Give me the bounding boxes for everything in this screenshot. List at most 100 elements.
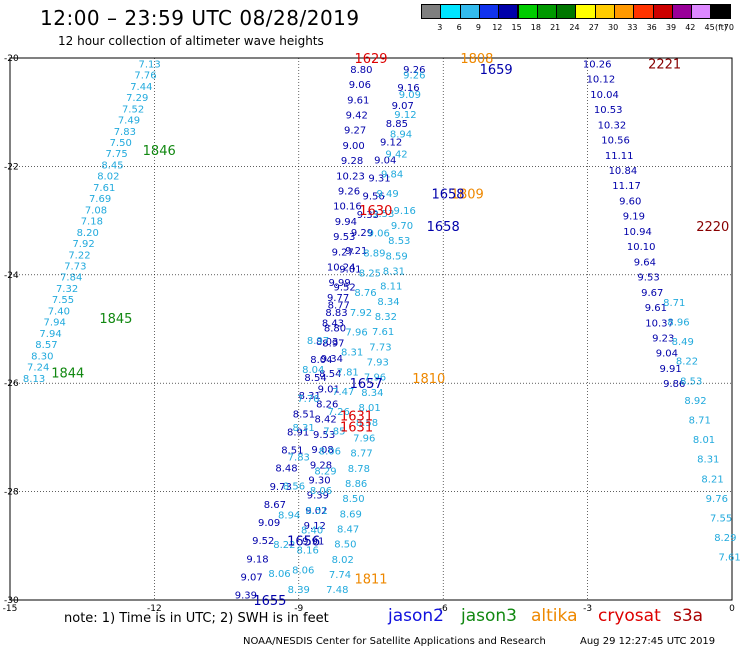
data-point-label: 9.30: [308, 476, 330, 487]
data-point-label: 9.09: [258, 518, 280, 529]
data-point-label: 8.96: [667, 317, 689, 328]
data-point-label: 9.16: [394, 206, 416, 217]
data-point-label: 9.33: [357, 210, 379, 221]
pass-time-label: 1808: [460, 52, 493, 67]
data-point-label: 8.13: [23, 374, 45, 385]
data-point-label: 7.18: [81, 217, 103, 228]
data-point-label: 7.47: [332, 387, 354, 398]
data-point-label: 8.57: [35, 340, 57, 351]
data-point-label: 7.76: [134, 71, 156, 82]
scale-label: 42: [685, 23, 696, 32]
data-point-label: 7.55: [52, 295, 74, 306]
data-point-label: 9.31: [368, 174, 390, 185]
data-point-label: 8.51: [305, 506, 327, 517]
data-point-label: 8.06: [319, 447, 341, 458]
data-point-label: 7.96: [364, 373, 386, 384]
data-point-label: 8.53: [680, 376, 702, 387]
scale-label: 12: [492, 23, 503, 32]
data-point-label: 8.03: [316, 337, 338, 348]
pass-time-label: 1631: [340, 410, 373, 425]
data-point-label: 7.22: [68, 250, 90, 261]
data-point-label: 9.53: [313, 430, 335, 441]
data-point-label: 7.32: [56, 284, 78, 295]
data-point-label: 9.12: [380, 137, 402, 148]
data-point-label: 8.80: [324, 323, 346, 334]
pass-time-label: 1631: [340, 421, 373, 436]
data-point-label: 9.64: [634, 257, 656, 268]
legend-jason3: jason3: [461, 606, 517, 626]
scale-label: 3: [437, 23, 443, 32]
data-point-label: 8.01: [693, 435, 715, 446]
data-point-label: 8.92: [684, 396, 706, 407]
y-tick-label: -20: [4, 54, 19, 64]
data-point-label: 8.85: [386, 119, 408, 130]
data-point-label: 8.51: [293, 409, 315, 420]
pass-time-label: 1846: [143, 144, 176, 159]
pass-time-label: 1809: [451, 188, 484, 203]
data-point-label: 7.84: [60, 273, 82, 284]
data-point-label: 10.26: [583, 59, 612, 70]
data-point-label: 9.06: [349, 80, 371, 91]
data-point-label: 9.29: [351, 228, 373, 239]
pass-time-label: 1658: [431, 188, 464, 203]
data-point-label: 8.67: [264, 500, 286, 511]
legend-cryosat: cryosat: [598, 606, 661, 626]
data-point-label: 7.83: [288, 452, 310, 463]
data-point-label: 8.50: [342, 494, 364, 505]
legend-s3a: s3a: [673, 606, 704, 626]
data-point-label: 8.11: [380, 282, 402, 293]
data-point-label: 7.61: [718, 553, 740, 564]
x-tick-label: -3: [583, 604, 592, 614]
data-point-label: 8.54: [319, 369, 341, 380]
pass-time-label: 1629: [354, 52, 387, 67]
data-point-label: 9.53: [372, 209, 394, 220]
data-point-label: 11.11: [605, 151, 634, 162]
pass-time-label: 2220: [696, 220, 729, 235]
data-point-label: 10.24: [327, 263, 356, 274]
scale-label: 27: [588, 23, 599, 32]
data-point-label: 9.18: [246, 554, 268, 565]
data-point-label: 8.83: [325, 308, 347, 319]
data-point-label: 8.31: [299, 391, 321, 402]
data-point-label: 8.16: [297, 546, 319, 557]
data-point-label: 8.58: [356, 418, 378, 429]
data-point-label: 8.48: [275, 464, 297, 475]
data-point-label: 7.69: [89, 194, 111, 205]
data-point-label: 9.52: [333, 282, 355, 293]
data-point-label: 7.75: [105, 149, 127, 160]
data-point-label: 7.83: [114, 127, 136, 138]
data-point-label: 8.04: [302, 365, 324, 376]
scale-label: 18: [530, 23, 541, 32]
data-point-label: 9.04: [656, 349, 678, 360]
data-point-label: 8.31: [697, 455, 719, 466]
x-tick-label: -15: [3, 604, 18, 614]
pass-time-label: 2221: [648, 57, 681, 72]
data-point-label: 8.31: [383, 266, 405, 277]
data-point-label: 9.16: [397, 83, 419, 94]
data-point-label: 7.85: [323, 427, 345, 438]
data-point-label: 8.32: [375, 312, 397, 323]
footer-timestamp: Aug 29 12:27:45 UTC 2019: [580, 636, 716, 647]
data-point-label: 7.96: [345, 328, 367, 339]
page-title: 12:00 – 23:59 UTC 08/28/2019: [40, 6, 360, 30]
data-point-label: 9.07: [241, 572, 263, 583]
data-point-label: 9.21: [345, 246, 367, 257]
data-point-label: 10.37: [645, 318, 674, 329]
data-point-label: 8.47: [337, 524, 359, 535]
data-point-label: 8.86: [345, 479, 367, 490]
data-point-label: 8.54: [304, 373, 326, 384]
data-point-label: 7.81: [337, 367, 359, 378]
data-point-label: 8.39: [288, 585, 310, 596]
pass-time-label: 1659: [480, 63, 513, 78]
scale-swatch: [710, 4, 731, 19]
data-point-label: 10.04: [590, 90, 619, 101]
pass-time-label: 1845: [99, 312, 132, 327]
pass-time-label: 1657: [350, 377, 383, 392]
data-point-label: 8.31: [292, 423, 314, 434]
data-point-label: 8.20: [77, 228, 99, 239]
scale-label: 39: [665, 23, 677, 32]
data-point-label: 8.02: [332, 555, 354, 566]
data-point-label: 8.04: [310, 355, 332, 366]
pass-time-label: 1844: [51, 366, 84, 381]
